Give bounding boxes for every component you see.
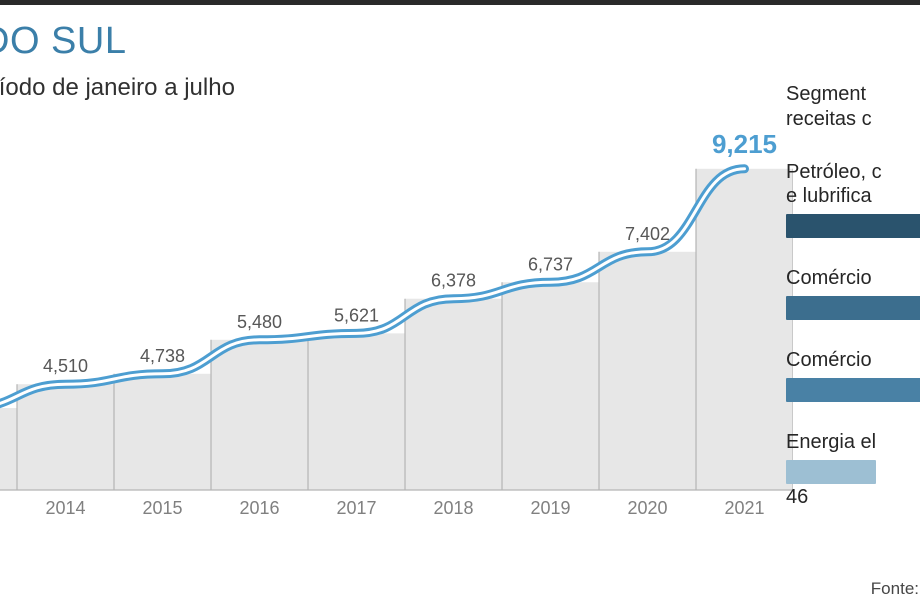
x-axis-label: 2014 bbox=[45, 498, 85, 518]
x-axis-label: 2015 bbox=[142, 498, 182, 518]
main-chart: 994,5104,7385,4805,6216,3786,7377,4029,2… bbox=[0, 128, 794, 528]
bar bbox=[308, 333, 405, 490]
x-axis-label: 2021 bbox=[724, 498, 764, 518]
bar bbox=[405, 299, 502, 490]
segment-bar bbox=[786, 214, 920, 238]
segment-item: Comércio bbox=[786, 348, 920, 402]
segments-heading: Segmentreceitas c bbox=[786, 82, 920, 132]
bar bbox=[0, 408, 17, 490]
x-axis-label: 2020 bbox=[627, 498, 667, 518]
segment-label: Comércio bbox=[786, 266, 920, 290]
bar bbox=[502, 282, 599, 490]
segment-label: Energia el bbox=[786, 430, 920, 454]
segment-value: 46 bbox=[786, 486, 920, 509]
value-label: 5,480 bbox=[237, 312, 282, 332]
value-label: 7,402 bbox=[625, 224, 670, 244]
segment-label: Comércio bbox=[786, 348, 920, 372]
x-axis-label: 2018 bbox=[433, 498, 473, 518]
x-axis-label: 2016 bbox=[239, 498, 279, 518]
segment-item: Comércio bbox=[786, 266, 920, 320]
source-text: Fonte: C bbox=[871, 579, 920, 599]
value-label: 5,621 bbox=[334, 305, 379, 325]
page-subtitle: stos no período de janeiro a julho bbox=[0, 74, 235, 102]
bar bbox=[17, 384, 114, 490]
value-label: 6,737 bbox=[528, 254, 573, 274]
value-label: 4,510 bbox=[43, 356, 88, 376]
bar bbox=[211, 340, 308, 490]
x-axis-label: 2019 bbox=[530, 498, 570, 518]
segment-bar bbox=[786, 296, 920, 320]
bar bbox=[114, 374, 211, 490]
page-title: DO SUL bbox=[0, 20, 126, 63]
segment-bar bbox=[786, 460, 876, 484]
top-rule bbox=[0, 0, 920, 5]
segments-panel: Segmentreceitas c Petróleo, ce lubrifica… bbox=[766, 82, 920, 537]
segment-item: Petróleo, ce lubrifica bbox=[786, 160, 920, 238]
chart-svg: 994,5104,7385,4805,6216,3786,7377,4029,2… bbox=[0, 128, 793, 528]
x-axis-label: 2017 bbox=[336, 498, 376, 518]
segment-label: Petróleo, ce lubrifica bbox=[786, 160, 920, 208]
segment-item: Energia el 46 bbox=[786, 430, 920, 509]
bar bbox=[599, 252, 696, 490]
value-label: 6,378 bbox=[431, 271, 476, 291]
segment-bar bbox=[786, 378, 920, 402]
value-label: 4,738 bbox=[140, 346, 185, 366]
